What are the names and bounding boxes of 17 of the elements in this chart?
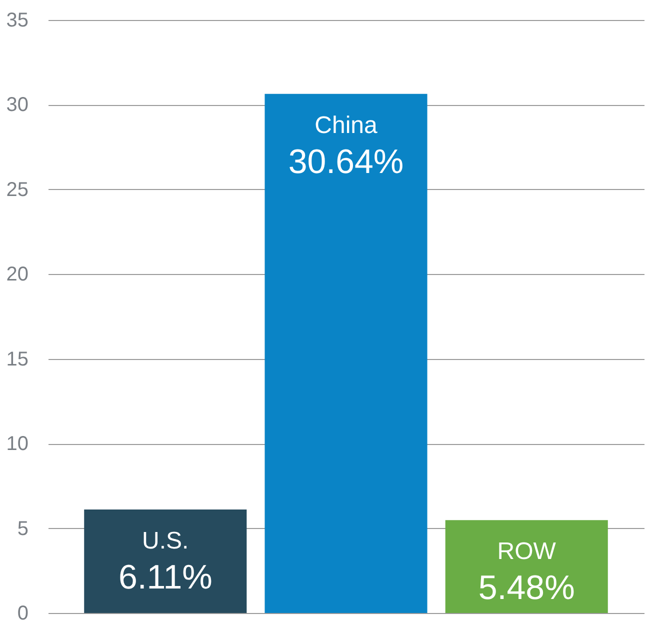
y-tick-label: 10 [6,433,28,456]
y-tick-label: 30 [6,94,28,116]
y-tick-label: 20 [6,264,28,286]
data-label: 30.64% [288,142,404,181]
data-label: 5.48% [478,569,575,608]
bar [445,520,608,613]
x-tick-label: U.S. [142,527,189,554]
bar [264,94,428,613]
data-label: 6.11% [118,558,212,596]
y-tick-label: 25 [6,178,28,201]
bar [84,509,247,613]
y-tick-label: 35 [6,10,28,32]
x-tick-label: ROW [497,538,556,566]
y-tick-label: 15 [6,348,28,370]
y-tick-label: 5 [17,518,28,540]
x-tick-label: China [314,112,378,139]
y-tick-label: 0 [17,602,28,624]
